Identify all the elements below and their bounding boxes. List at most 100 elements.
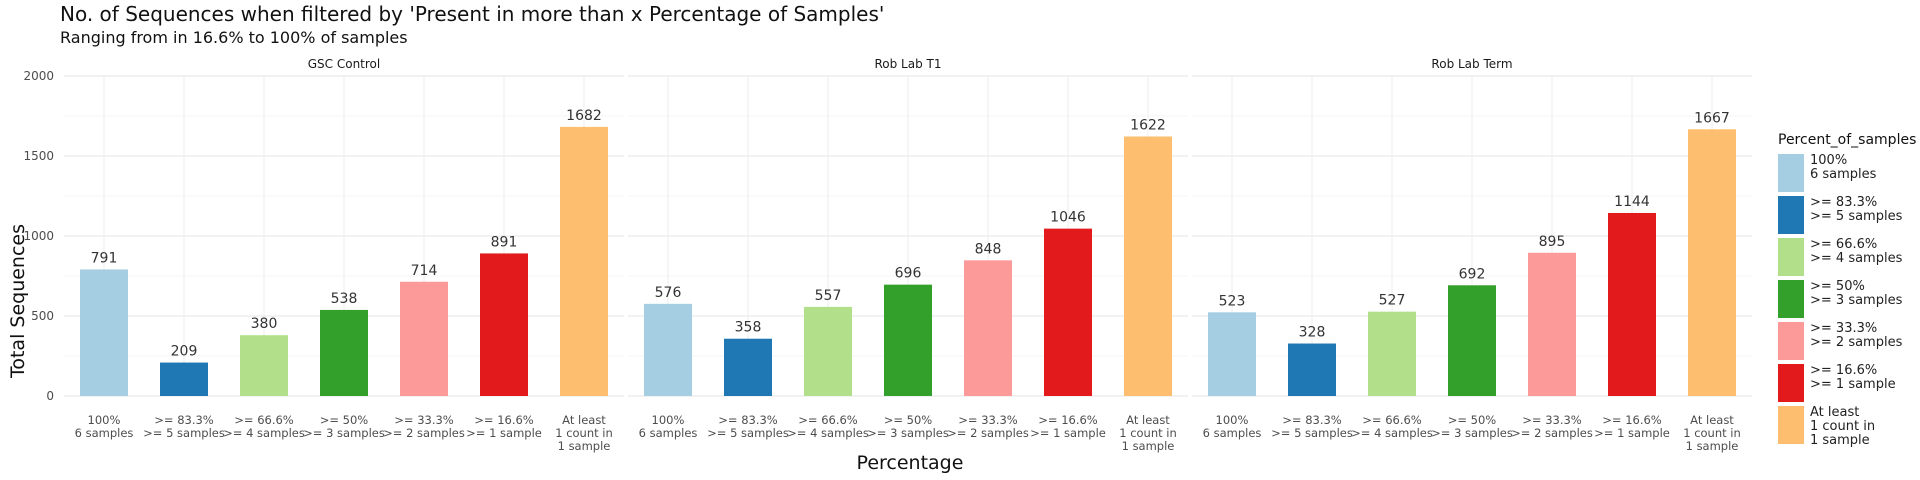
bar — [1044, 228, 1092, 396]
x-tick-label: >= 16.6% >= 1 sample — [1594, 413, 1670, 440]
y-tick-label: 2000 — [23, 69, 54, 83]
bar — [644, 303, 692, 396]
y-tick-label: 0 — [46, 389, 54, 403]
facet-strip-label: Rob Lab Term — [1431, 57, 1512, 71]
bar-value-label: 527 — [1379, 293, 1406, 309]
bar — [1124, 136, 1172, 397]
bar-value-label: 714 — [411, 263, 438, 279]
bar — [400, 281, 448, 396]
chart-subtitle: Ranging from in 16.6% to 100% of samples — [60, 28, 408, 47]
x-tick-label: >= 50% >= 3 samples — [303, 413, 385, 440]
bar-value-label: 328 — [1299, 325, 1326, 341]
legend-item: 100% 6 samples — [1778, 154, 1918, 196]
legend-color-key — [1778, 280, 1804, 318]
x-tick-label: >= 33.3% >= 2 samples — [947, 413, 1029, 440]
bar-value-label: 692 — [1459, 266, 1486, 282]
legend-label: >= 66.6% >= 4 samples — [1810, 237, 1903, 266]
bar — [80, 269, 128, 396]
bar — [884, 284, 932, 396]
x-tick-label: 100% 6 samples — [75, 413, 134, 440]
bar — [480, 253, 528, 396]
legend-color-key — [1778, 154, 1804, 192]
bar-value-label: 791 — [91, 250, 118, 266]
y-tick-label: 1000 — [23, 229, 54, 243]
x-tick-label: >= 33.3% >= 2 samples — [1511, 413, 1593, 440]
x-tick-label: >= 33.3% >= 2 samples — [383, 413, 465, 440]
bar-value-label: 848 — [975, 241, 1002, 257]
chart-title: No. of Sequences when filtered by 'Prese… — [60, 2, 885, 26]
y-tick-label: 1500 — [23, 149, 54, 163]
bar-value-label: 1144 — [1614, 194, 1650, 210]
bar-value-label: 576 — [655, 285, 682, 301]
legend-color-key — [1778, 196, 1804, 234]
bar — [1288, 343, 1336, 396]
legend-label: >= 16.6% >= 1 sample — [1810, 363, 1896, 392]
y-axis-title: Total Sequences — [7, 223, 29, 379]
x-tick-label: At least 1 count in 1 sample — [1119, 413, 1177, 453]
bar — [964, 260, 1012, 396]
x-tick-label: >= 66.6% >= 4 samples — [1351, 413, 1433, 440]
bar — [1688, 129, 1736, 396]
bar — [160, 362, 208, 396]
legend-items: 100% 6 samples >= 83.3% >= 5 samples >= 66… — [1778, 154, 1918, 448]
legend-item: >= 83.3% >= 5 samples — [1778, 196, 1918, 238]
legend-label: >= 50% >= 3 samples — [1810, 279, 1903, 308]
bar-value-label: 523 — [1219, 293, 1246, 309]
legend-item: At least 1 count in 1 sample — [1778, 406, 1918, 448]
x-tick-label: At least 1 count in 1 sample — [1683, 413, 1741, 453]
bar — [1608, 212, 1656, 396]
x-tick-label: >= 66.6% >= 4 samples — [787, 413, 869, 440]
bar — [320, 309, 368, 396]
legend-item: >= 50% >= 3 samples — [1778, 280, 1918, 322]
x-tick-label: >= 66.6% >= 4 samples — [223, 413, 305, 440]
bar — [1208, 312, 1256, 396]
legend-item: >= 16.6% >= 1 sample — [1778, 364, 1918, 406]
bar — [1528, 252, 1576, 396]
bar — [804, 306, 852, 396]
x-tick-label: >= 83.3% >= 5 samples — [1271, 413, 1353, 440]
x-tick-label: >= 16.6% >= 1 sample — [466, 413, 542, 440]
legend-item: >= 66.6% >= 4 samples — [1778, 238, 1918, 280]
bar-value-label: 538 — [331, 291, 358, 307]
legend-color-key — [1778, 406, 1804, 444]
bar-value-label: 891 — [491, 234, 518, 250]
legend-color-key — [1778, 322, 1804, 360]
x-tick-label: >= 50% >= 3 samples — [867, 413, 949, 440]
facet-strip-label: Rob Lab T1 — [874, 57, 941, 71]
x-tick-label: 100% 6 samples — [639, 413, 698, 440]
bar-value-label: 1667 — [1694, 110, 1730, 126]
legend-color-key — [1778, 238, 1804, 276]
bar-value-label: 209 — [171, 344, 198, 360]
legend-label: >= 33.3% >= 2 samples — [1810, 321, 1903, 350]
bar-value-label: 1622 — [1130, 117, 1166, 133]
bar — [724, 338, 772, 396]
x-tick-label: >= 83.3% >= 5 samples — [707, 413, 789, 440]
x-tick-label: >= 50% >= 3 samples — [1431, 413, 1513, 440]
x-tick-label: >= 83.3% >= 5 samples — [143, 413, 225, 440]
legend-color-key — [1778, 364, 1804, 402]
legend-title: Percent_of_samples — [1778, 132, 1917, 148]
x-tick-label: 100% 6 samples — [1203, 413, 1262, 440]
bar — [560, 126, 608, 396]
bar — [1448, 285, 1496, 396]
legend-label: >= 83.3% >= 5 samples — [1810, 195, 1903, 224]
bar-value-label: 380 — [251, 316, 278, 332]
bar-value-label: 557 — [815, 288, 842, 304]
bar — [1368, 311, 1416, 396]
y-tick-label: 500 — [31, 309, 54, 323]
legend-label: 100% 6 samples — [1810, 153, 1877, 182]
legend-label: At least 1 count in 1 sample — [1810, 405, 1876, 448]
bar — [240, 335, 288, 396]
x-tick-label: At least 1 count in 1 sample — [555, 413, 613, 453]
bar-value-label: 1682 — [566, 108, 602, 124]
bar-value-label: 1046 — [1050, 210, 1086, 226]
bar-value-label: 358 — [735, 320, 762, 336]
bar-value-label: 696 — [895, 266, 922, 282]
legend: Percent_of_samples 100% 6 samples >= 83.3… — [1778, 132, 1918, 448]
legend-item: >= 33.3% >= 2 samples — [1778, 322, 1918, 364]
x-tick-label: >= 16.6% >= 1 sample — [1030, 413, 1106, 440]
x-axis-title: Percentage — [856, 452, 964, 474]
facet-strip-label: GSC Control — [308, 57, 381, 71]
bar-value-label: 895 — [1539, 234, 1566, 250]
